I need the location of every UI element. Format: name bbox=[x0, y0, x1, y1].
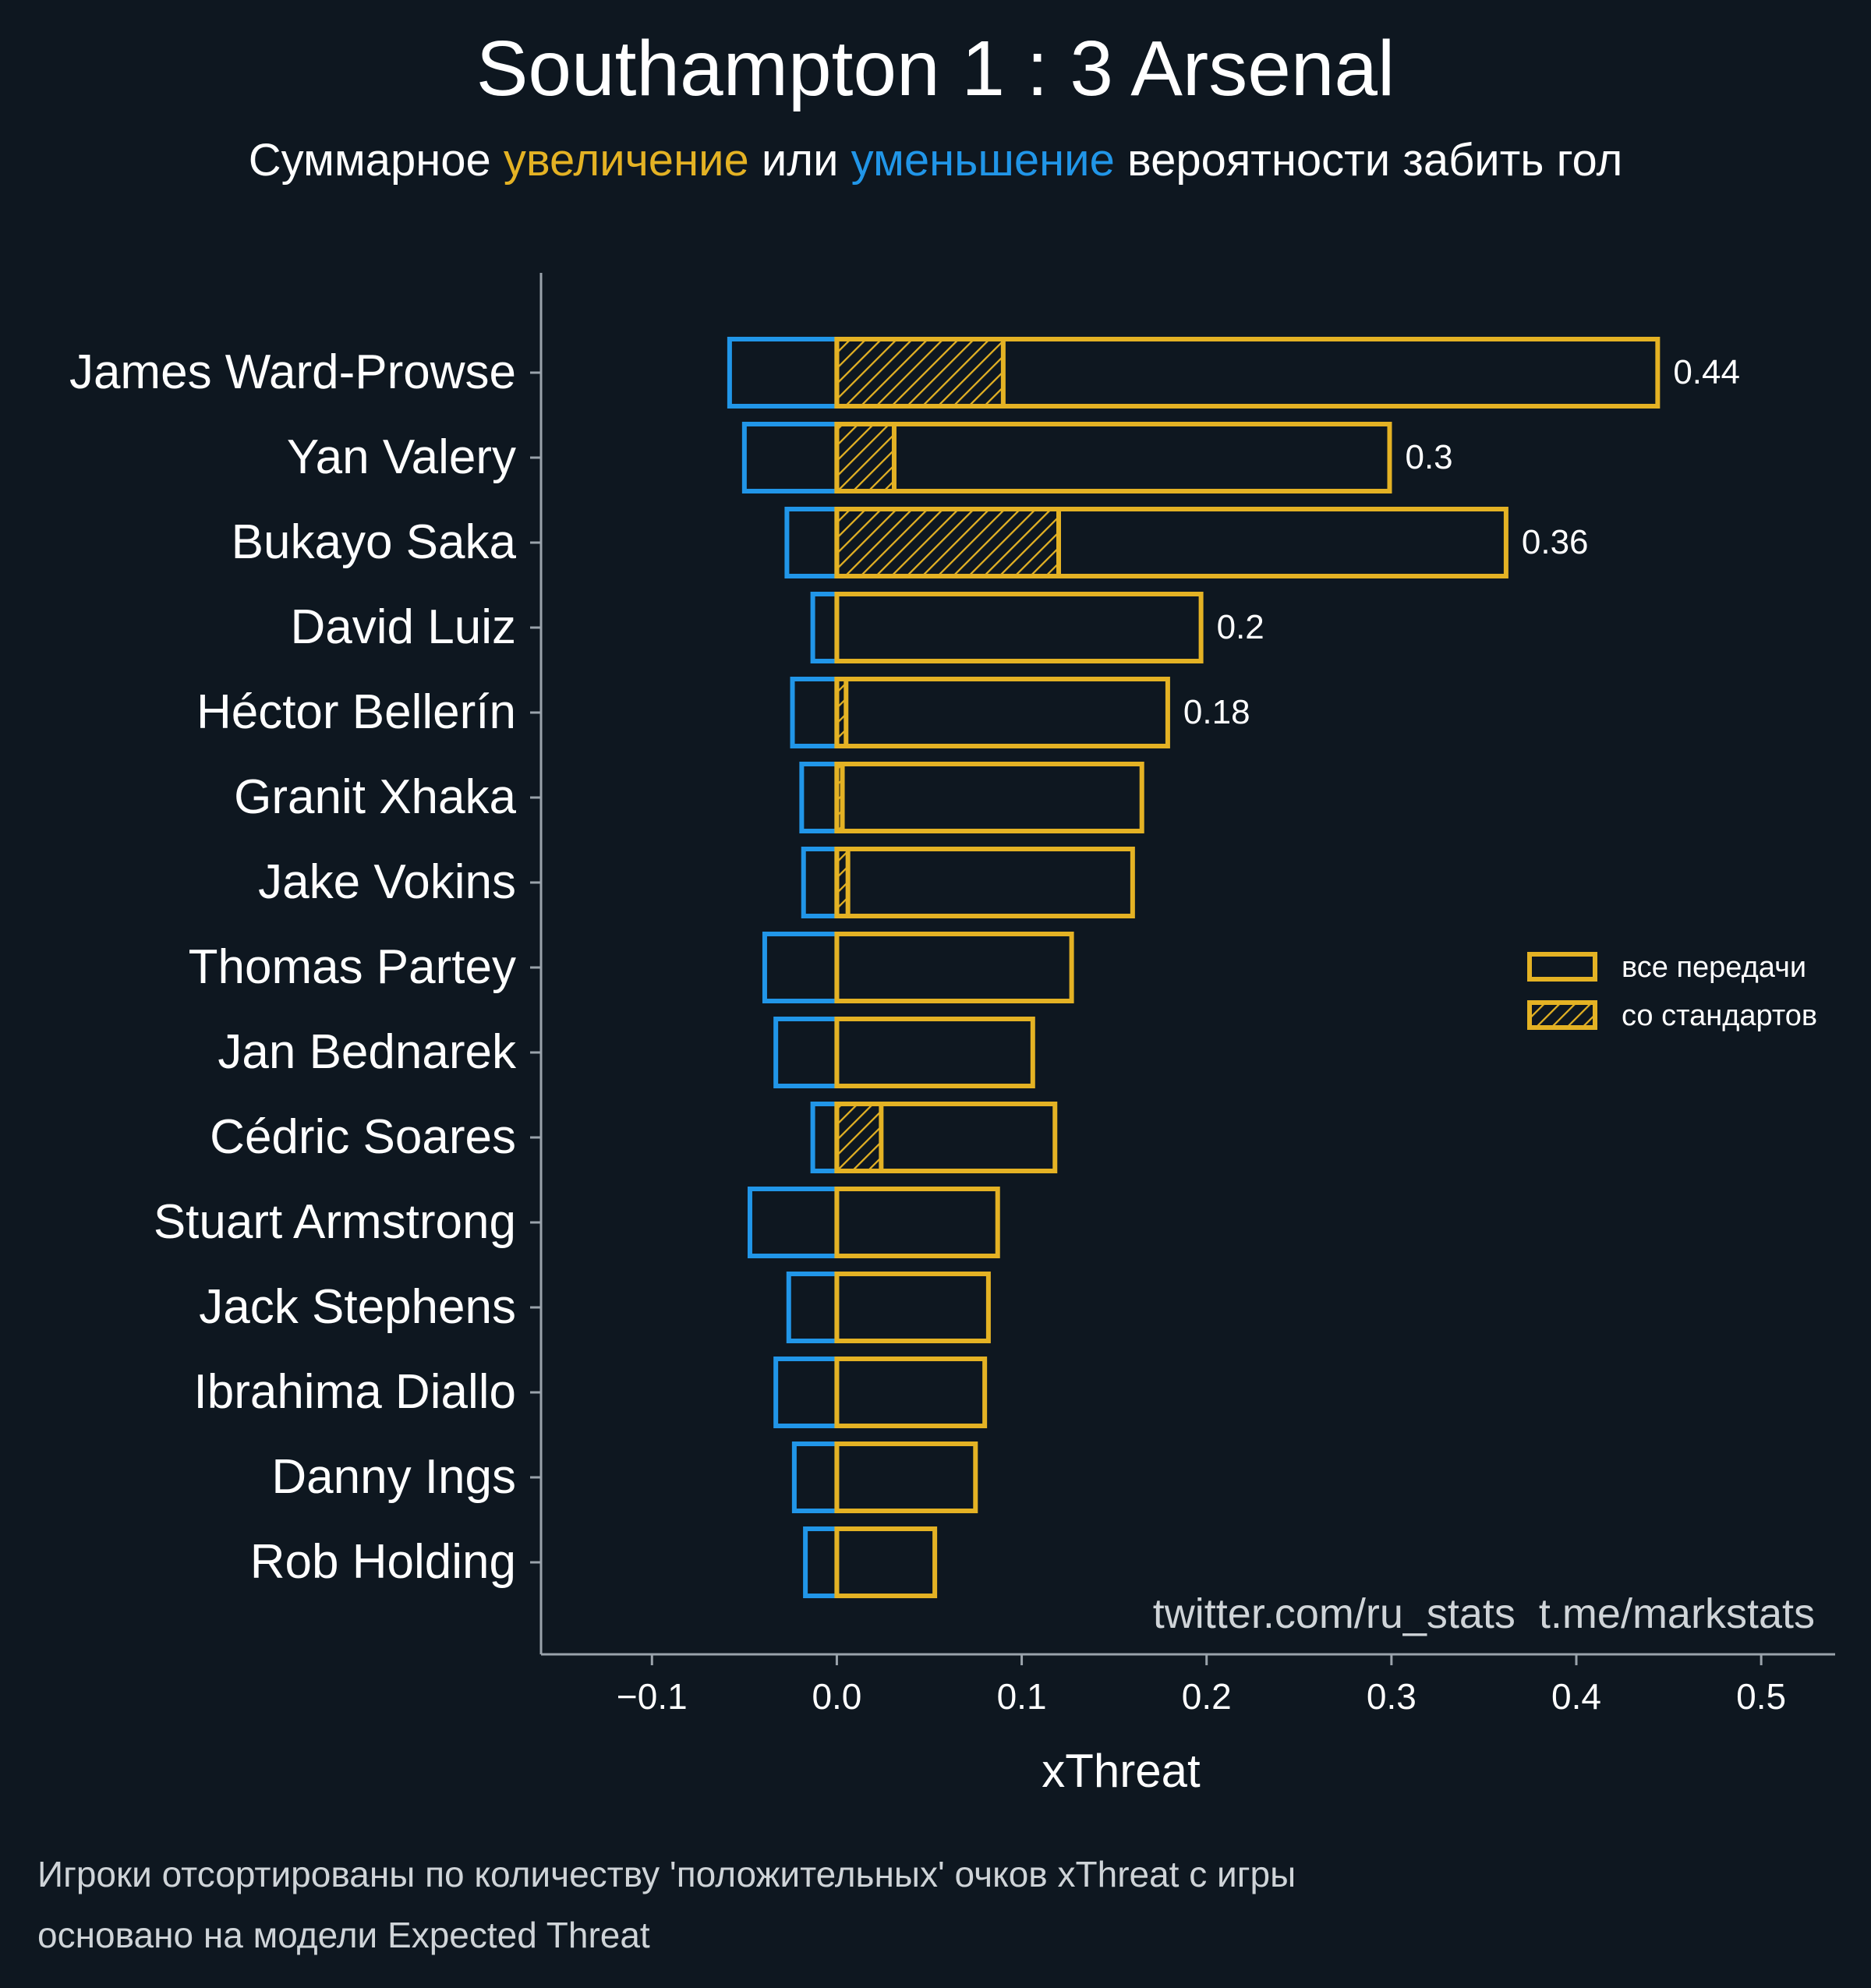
bar-all-passes bbox=[834, 847, 1135, 918]
x-tick-label: 0.5 bbox=[1736, 1676, 1786, 1717]
bar-group-8 bbox=[773, 1017, 1035, 1088]
legend-label-set-pieces: со стандартов bbox=[1622, 999, 1817, 1032]
watermark: twitter.com/ru_stats t.me/markstats bbox=[1153, 1590, 1815, 1637]
bar-all-passes bbox=[834, 1526, 938, 1598]
bar-value-label: 0.3 bbox=[1405, 438, 1452, 476]
y-tick-label: Granit Xhaka bbox=[234, 770, 516, 824]
bar-all-passes bbox=[834, 762, 1144, 833]
y-tick-label: Héctor Bellerín bbox=[196, 685, 516, 739]
x-axis-label: xThreat bbox=[1042, 1745, 1201, 1797]
x-tick-label: 0.4 bbox=[1551, 1676, 1601, 1717]
bar-group-3: 0.2 bbox=[810, 592, 1264, 663]
bar-group-10 bbox=[747, 1187, 1000, 1258]
x-tick-label: 0.2 bbox=[1182, 1676, 1232, 1717]
legend-swatch-set-pieces bbox=[1527, 1000, 1597, 1030]
bar-all-passes bbox=[834, 1272, 991, 1343]
bar-all-passes bbox=[834, 1187, 1000, 1258]
x-tick-label: −0.1 bbox=[617, 1676, 688, 1717]
bar-all-passes bbox=[834, 1357, 988, 1428]
y-tick-label: Jake Vokins bbox=[258, 855, 516, 909]
y-tick-label: Jan Bednarek bbox=[218, 1025, 517, 1079]
bar-group-9 bbox=[810, 1102, 1058, 1173]
bar-group-0: 0.44 bbox=[727, 337, 1740, 409]
bars-layer: 0.44 0.3 0.36 0.2 0.18 bbox=[727, 337, 1740, 1598]
bar-group-7 bbox=[762, 932, 1074, 1003]
bar-all-passes bbox=[834, 422, 1392, 493]
bar-group-13 bbox=[791, 1441, 978, 1513]
subtitle-suffix: вероятности забить гол bbox=[1115, 135, 1622, 186]
footnote-model: основано на модели Expected Threat bbox=[37, 1915, 650, 1955]
bar-all-passes bbox=[834, 1441, 978, 1513]
bar-group-6 bbox=[801, 847, 1135, 918]
bar-group-14 bbox=[803, 1526, 938, 1598]
axes-layer: James Ward-Prowse Yan Valery Bukayo Saka Da… bbox=[69, 273, 1835, 1717]
bar-all-passes bbox=[834, 507, 1508, 578]
y-tick-label: Jack Stephens bbox=[199, 1280, 516, 1334]
bar-set-pieces bbox=[834, 422, 897, 493]
bar-value-label: 0.2 bbox=[1217, 608, 1264, 646]
y-tick-label: Ibrahima Diallo bbox=[193, 1365, 516, 1419]
chart-title: Southampton 1 : 3 Arsenal bbox=[476, 25, 1395, 112]
legend-label-all-passes: все передачи bbox=[1622, 951, 1806, 984]
subtitle-middle: или bbox=[749, 135, 851, 186]
y-tick-label: Rob Holding bbox=[250, 1535, 516, 1589]
bar-value-label: 0.36 bbox=[1522, 523, 1589, 561]
legend-swatch-all-passes bbox=[1527, 952, 1597, 982]
bar-group-4: 0.18 bbox=[790, 677, 1250, 748]
subtitle-prefix: Суммарное bbox=[249, 135, 504, 186]
bar-set-pieces bbox=[834, 1102, 884, 1173]
bar-group-12 bbox=[773, 1357, 988, 1428]
subtitle-increase: увеличение bbox=[504, 135, 749, 186]
y-tick-label: Thomas Partey bbox=[189, 940, 516, 994]
bar-all-passes bbox=[834, 1102, 1058, 1173]
chart-subtitle: Суммарное увеличение или уменьшение веро… bbox=[249, 135, 1623, 186]
bar-all-passes bbox=[834, 677, 1170, 748]
x-tick-label: 0.3 bbox=[1367, 1676, 1417, 1717]
y-tick-label: Yan Valery bbox=[287, 430, 516, 484]
bar-all-passes bbox=[834, 337, 1661, 409]
x-tick-label: 0.1 bbox=[997, 1676, 1047, 1717]
y-tick-label: Stuart Armstrong bbox=[154, 1195, 516, 1249]
bar-value-label: 0.44 bbox=[1673, 353, 1740, 391]
y-tick-label: Bukayo Saka bbox=[232, 515, 517, 569]
y-tick-label: Danny Ings bbox=[271, 1450, 516, 1504]
y-tick-label: Cédric Soares bbox=[210, 1110, 516, 1164]
bar-group-5 bbox=[799, 762, 1144, 833]
bar-group-2: 0.36 bbox=[784, 507, 1589, 578]
y-tick-label: James Ward-Prowse bbox=[69, 345, 516, 399]
bar-all-passes bbox=[834, 932, 1074, 1003]
bar-set-pieces bbox=[834, 507, 1062, 578]
bar-all-passes bbox=[834, 1017, 1035, 1088]
bar-all-passes bbox=[834, 592, 1204, 663]
bar-set-pieces bbox=[834, 337, 1006, 409]
footnote-sorting: Игроки отсортированы по количеству 'поло… bbox=[37, 1854, 1296, 1894]
legend: все передачи со стандартов bbox=[1527, 951, 1817, 1032]
subtitle-decrease: уменьшение bbox=[851, 135, 1115, 186]
x-tick-label: 0.0 bbox=[812, 1676, 861, 1717]
bar-group-1: 0.3 bbox=[741, 422, 1453, 493]
bar-value-label: 0.18 bbox=[1183, 693, 1250, 731]
bar-group-11 bbox=[786, 1272, 991, 1343]
y-tick-label: David Luiz bbox=[291, 600, 516, 654]
